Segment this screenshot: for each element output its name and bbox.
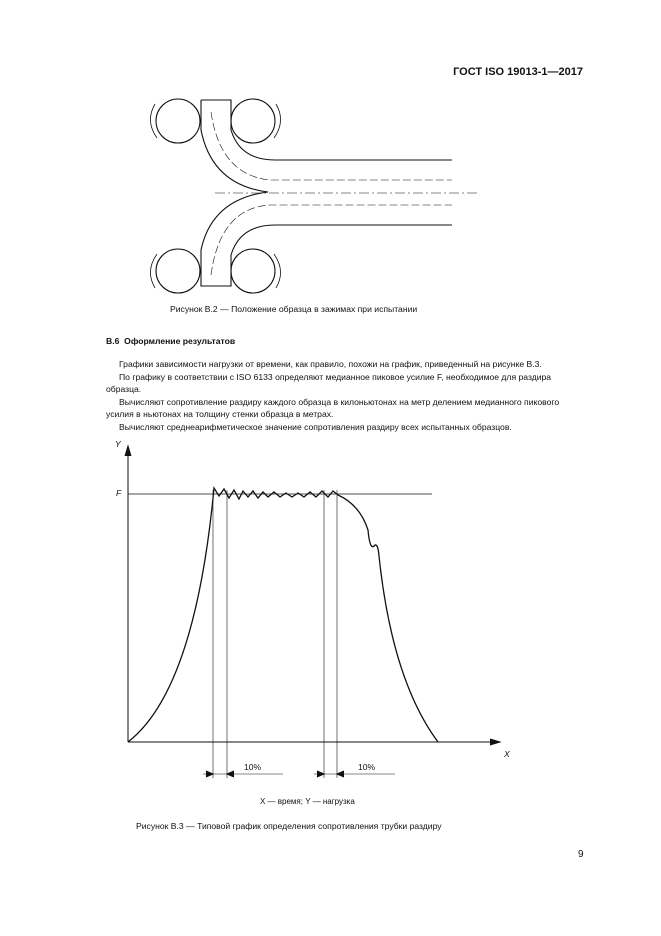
paragraph: По графику в соответствии с ISO 6133 опр… — [119, 372, 552, 382]
rotation-arrow — [273, 253, 281, 289]
load-curve — [127, 486, 439, 743]
specimen-outline — [201, 99, 452, 161]
figure-b3-caption: Рисунок B.3 — Типовой график определения… — [136, 821, 442, 831]
interval-label: 10% — [358, 762, 376, 772]
x-axis-label: X — [504, 749, 510, 759]
f-label: F — [116, 488, 122, 498]
page-number: 9 — [578, 849, 584, 860]
section-heading: B.6 Оформление результатов — [106, 336, 235, 347]
y-axis-arrow — [124, 444, 132, 457]
paragraph: Графики зависимости нагрузки от времени,… — [119, 359, 542, 369]
x-axis-arrow — [489, 738, 502, 746]
paragraph: образца. — [106, 384, 142, 394]
dimension-arrow — [335, 770, 345, 778]
specimen-midline — [210, 111, 452, 181]
paragraph: Вычисляют среднеарифметическое значение … — [119, 422, 512, 432]
dimension-arrow — [316, 770, 326, 778]
interval-label: 10% — [244, 762, 262, 772]
figure-b2-caption: Рисунок B.2 — Положение образца в зажима… — [170, 304, 418, 314]
rotation-arrow — [273, 103, 281, 139]
specimen-outline — [200, 100, 452, 287]
section-title: Оформление результатов — [124, 336, 236, 346]
document-code: ГОСТ ISO 19013-1—2017 — [453, 66, 583, 78]
figure-b3-legend: X — время; Y — нагрузка — [260, 797, 355, 806]
y-axis-label: Y — [115, 439, 121, 449]
paragraph: Вычисляют сопротивление раздиру каждого … — [119, 397, 560, 407]
dimension-arrow — [205, 770, 215, 778]
paragraph: усилия в ньютонах на толщину стенки обра… — [106, 409, 334, 419]
section-number: B.6 — [106, 336, 120, 346]
roller-bottom-left — [155, 248, 201, 294]
roller-top-left — [155, 98, 201, 144]
specimen-midline — [210, 204, 452, 276]
rotation-arrow — [150, 103, 158, 139]
rotation-arrow — [150, 253, 158, 289]
dimension-arrow — [225, 770, 235, 778]
